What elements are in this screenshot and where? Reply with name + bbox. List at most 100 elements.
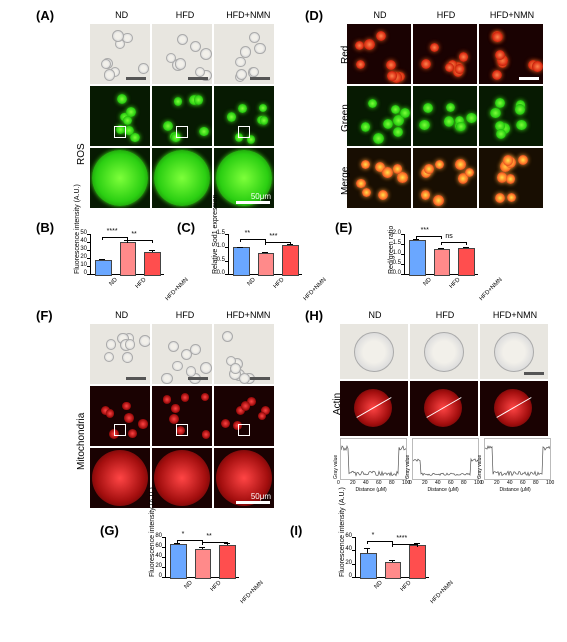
chart-xtick: HFD+NMN: [429, 580, 454, 605]
cell-dot: [423, 103, 433, 113]
cell-dot: [515, 104, 525, 114]
micrograph: [152, 448, 212, 508]
cell-dot: [376, 31, 386, 41]
cell-dot: [400, 108, 410, 118]
chart-bar: [258, 253, 275, 276]
cell-dot: [373, 133, 384, 144]
cell-dot: [202, 430, 210, 438]
panel-d-row-red: Red: [340, 46, 351, 64]
chart-ylabel: Fluorescence intensity (A.U.): [339, 487, 346, 577]
micrograph: [214, 386, 274, 446]
col-label-nd: ND: [90, 310, 153, 320]
chart-bar: [144, 252, 161, 276]
panel-i-chart: 0204060Fluorescence intensity (A.U.)NDHF…: [335, 525, 435, 595]
chart-bar: [385, 562, 402, 579]
cell-dot: [490, 108, 501, 119]
chart-bar: [282, 245, 299, 276]
col-label-nd: ND: [90, 10, 153, 20]
micrograph: [480, 324, 548, 379]
cell-dot: [161, 373, 173, 384]
chart-xtick: HFD: [135, 277, 148, 290]
micrograph: [479, 24, 543, 84]
cell-dot: [104, 352, 114, 362]
panel-f-col-labels: ND HFD HFD+NMN: [90, 310, 280, 320]
panel-f-label: (F): [36, 308, 53, 323]
cell-dot: [236, 69, 247, 80]
micrograph: [413, 86, 477, 146]
cell-dot: [139, 335, 150, 347]
cell-dot: [393, 164, 403, 174]
cell-dot: [138, 63, 149, 74]
cell-dot: [430, 43, 439, 52]
col-label-nmn: HFD+NMN: [480, 310, 550, 320]
cell-dot: [104, 69, 116, 81]
cell-dot: [258, 412, 266, 420]
cell-dot: [222, 331, 233, 342]
panel-e-chart: 0.00.51.01.52.0Red/green ratioNDHFDHFD+N…: [384, 222, 484, 292]
micrograph: [90, 324, 150, 384]
profile-xtick: 0: [481, 480, 484, 486]
chart-bar: [120, 242, 137, 276]
micrograph: [413, 24, 477, 84]
cell-dot: [106, 409, 115, 418]
profile-xtick: 0: [409, 480, 412, 486]
chart-ylabel: Fluorescence intensity (A.U.): [74, 184, 81, 274]
cell-dot: [435, 160, 444, 169]
cell-dot: [249, 67, 260, 78]
profile-xtick: 80: [461, 480, 467, 486]
chart-xtick: ND: [374, 580, 384, 590]
micrograph: 50μm: [214, 148, 274, 208]
panel-a-label: (A): [36, 8, 54, 23]
cell-dot: [200, 48, 212, 60]
cell-dot: [356, 60, 365, 69]
profile-hfd: 020406080100Distance (μM)Gray value: [412, 438, 479, 480]
panel-b-label: (B): [36, 220, 54, 235]
cell-dot: [492, 70, 502, 80]
panel-h-grid: [340, 324, 550, 436]
cell-dot: [128, 429, 137, 438]
profile-xtick: 80: [389, 480, 395, 486]
cell-dot: [200, 362, 212, 374]
micrograph: [214, 324, 274, 384]
cell-dot: [181, 393, 189, 401]
cell-dot: [163, 395, 172, 404]
chart-bar: [409, 240, 426, 276]
micrograph: [90, 386, 150, 446]
cell-dot: [387, 71, 397, 81]
panel-a-row-label: ROS: [76, 143, 87, 165]
cell-dot: [496, 129, 506, 139]
micrograph: [347, 24, 411, 84]
cell-dot: [175, 58, 186, 69]
cell-dot: [241, 401, 250, 410]
cell-dot: [260, 116, 268, 124]
chart-bar: [195, 549, 212, 579]
profile-xtick: 20: [494, 480, 500, 486]
cell-dot: [466, 113, 476, 123]
cell-dot: [227, 112, 237, 122]
significance-label: ****: [107, 228, 118, 235]
panel-e-label: (E): [335, 220, 352, 235]
cell-dot: [199, 127, 209, 137]
chart-bar: [170, 544, 187, 580]
micrograph: [479, 148, 543, 208]
panel-h-label: (H): [305, 308, 323, 323]
cell-dot: [138, 419, 147, 428]
panel-a-grid: 50μm: [90, 24, 276, 208]
profile-xtick: 80: [533, 480, 539, 486]
significance-label: ***: [421, 227, 429, 234]
panel-d-grid: [347, 24, 545, 208]
panel-d-label: (D): [305, 8, 323, 23]
cell-dot: [201, 393, 209, 401]
col-label-nmn: HFD+NMN: [217, 310, 280, 320]
profile-xtick: 60: [448, 480, 454, 486]
chart-bar: [95, 260, 112, 276]
micrograph: [152, 148, 212, 208]
chart-xtick: HFD: [400, 580, 413, 593]
cell-dot: [123, 116, 133, 126]
profile-xtick: 20: [422, 480, 428, 486]
chart-xtick: HFD+NMN: [239, 580, 264, 605]
cell-dot: [174, 97, 182, 105]
cell-dot: [168, 341, 179, 352]
cell-dot: [495, 98, 505, 108]
cell-dot: [516, 120, 526, 130]
